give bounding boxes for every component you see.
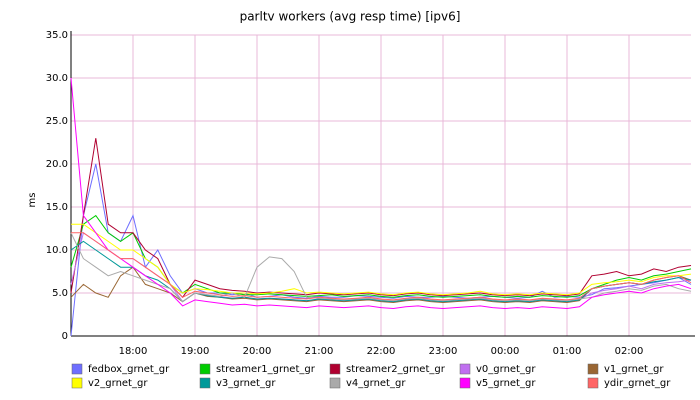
legend-swatch xyxy=(329,363,341,375)
legend-label: streamer1_grnet_gr xyxy=(216,364,316,375)
y-tick-label: 20.0 xyxy=(46,159,68,170)
legend-label: streamer2_grnet_gr xyxy=(346,364,446,375)
legend-label: v0_grnet_gr xyxy=(476,364,536,375)
legend-label: v5_grnet_gr xyxy=(476,378,536,389)
legend-swatch xyxy=(199,363,211,375)
legend-label: v2_grnet_gr xyxy=(88,378,148,389)
y-tick-label: 10.0 xyxy=(46,245,68,256)
legend-swatch xyxy=(199,377,211,389)
legend-swatch xyxy=(71,377,83,389)
legend-label: v1_grnet_gr xyxy=(604,364,664,375)
series-line xyxy=(70,77,692,310)
y-tick-label: 5.0 xyxy=(52,288,68,299)
y-tick-label: 0 xyxy=(62,331,68,342)
legend-swatch xyxy=(587,363,599,375)
x-tick-label: 00:00 xyxy=(491,346,520,357)
y-tick-label: 15.0 xyxy=(46,202,68,213)
x-tick-label: 20:00 xyxy=(243,346,272,357)
legend-swatch xyxy=(459,363,471,375)
x-tick-label: 02:00 xyxy=(615,346,644,357)
legend-label: v4_grnet_gr xyxy=(346,378,406,389)
legend-label: fedbox_grnet_gr xyxy=(88,364,170,375)
y-axis-label: ms xyxy=(27,193,38,208)
x-tick-label: 19:00 xyxy=(181,346,210,357)
legend-label: v3_grnet_gr xyxy=(216,378,276,389)
series-line xyxy=(71,223,692,296)
legend-label: ydir_grnet_gr xyxy=(604,378,671,389)
legend-swatch xyxy=(71,363,83,375)
x-tick-label: 21:00 xyxy=(305,346,334,357)
legend-swatch xyxy=(459,377,471,389)
x-tick-label: 18:00 xyxy=(119,346,148,357)
x-tick-label: 23:00 xyxy=(429,346,458,357)
y-tick-label: 25.0 xyxy=(46,116,68,127)
y-tick-label: 35.0 xyxy=(46,30,68,41)
x-tick-label: 01:00 xyxy=(553,346,582,357)
legend-swatch xyxy=(587,377,599,389)
series-line xyxy=(70,232,692,303)
legend-swatch xyxy=(329,377,341,389)
y-tick-label: 30.0 xyxy=(46,73,68,84)
series-line xyxy=(71,232,692,301)
chart-title: parltv workers (avg resp time) [ipv6] xyxy=(240,10,461,24)
x-tick-label: 22:00 xyxy=(367,346,396,357)
